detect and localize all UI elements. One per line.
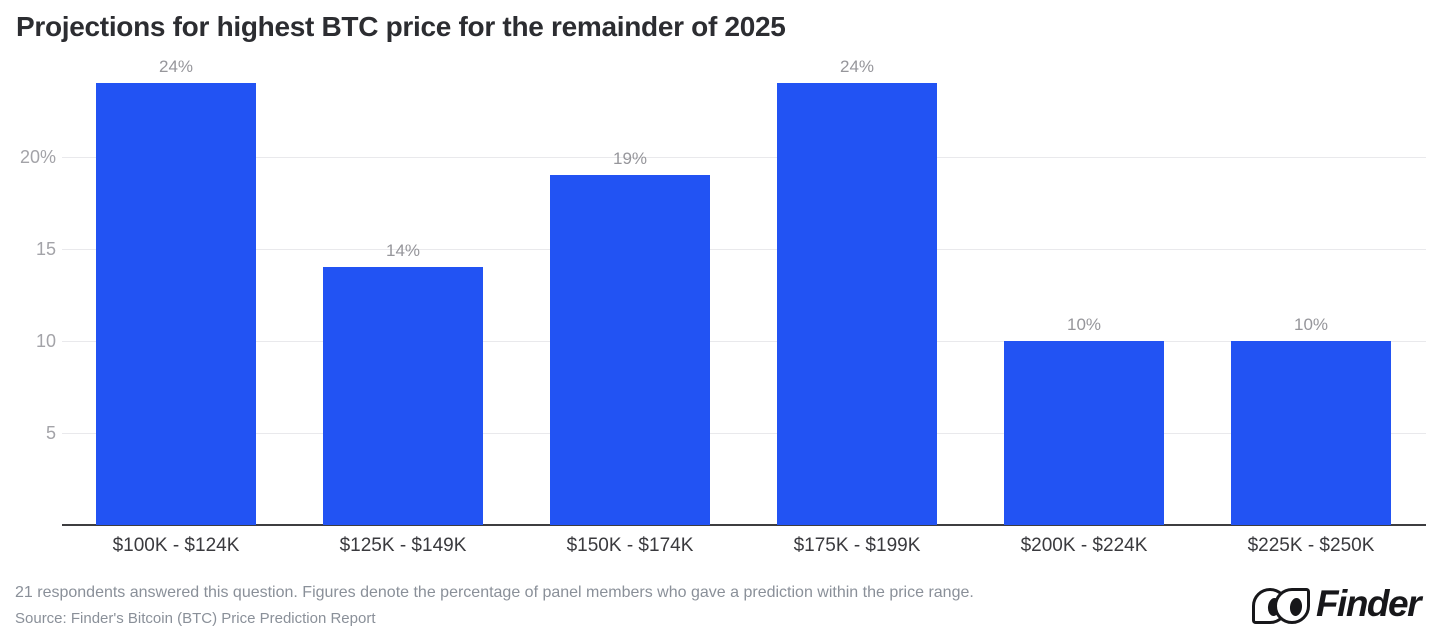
gridline-10 — [62, 341, 1426, 342]
bar-value-label-3: 19% — [612, 149, 648, 169]
xtick-label-1: $100K - $124K — [112, 535, 240, 556]
xtick-label-5: $200K - $224K — [1020, 535, 1148, 556]
bar-1 — [96, 83, 256, 525]
footer-source: Source: Finder's Bitcoin (BTC) Price Pre… — [15, 610, 376, 627]
xtick-label-2: $125K - $149K — [339, 535, 467, 556]
bar-value-label-6: 10% — [1293, 315, 1329, 334]
bar-2 — [323, 267, 483, 525]
bar-value-label-4: 24% — [839, 57, 875, 77]
finder-wordmark: Finder — [1315, 583, 1422, 624]
xtick-label-3: $150K - $174K — [566, 535, 694, 556]
footer-note: 21 respondents answered this question. F… — [15, 584, 974, 601]
logo-right-eye — [1273, 588, 1310, 624]
finder-eyes-icon — [1251, 585, 1310, 627]
ytick-label-10: 10 — [35, 331, 56, 351]
logo-right-pupil — [1289, 597, 1303, 617]
gridline-20 — [62, 157, 1426, 158]
ytick-label-5: 5 — [45, 423, 56, 443]
bar-value-label-5: 10% — [1066, 315, 1102, 334]
xtick-label-6: $225K - $250K — [1247, 535, 1375, 556]
finder-logo: Finder — [1251, 580, 1422, 628]
bar-6 — [1231, 341, 1391, 525]
bar-5 — [1004, 341, 1164, 525]
x-axis-line — [62, 524, 1426, 526]
bar-value-label-2: 14% — [385, 241, 421, 261]
ytick-label-15: 15 — [35, 239, 56, 259]
chart-title: Projections for highest BTC price for th… — [16, 11, 786, 42]
gridline-5 — [62, 433, 1426, 434]
bar-3 — [550, 175, 710, 525]
bar-value-label-1: 24% — [158, 57, 194, 77]
ytick-label-20: 20% — [19, 147, 56, 167]
bar-4 — [777, 83, 937, 525]
gridline-15 — [62, 249, 1426, 250]
xtick-label-4: $175K - $199K — [793, 535, 921, 556]
